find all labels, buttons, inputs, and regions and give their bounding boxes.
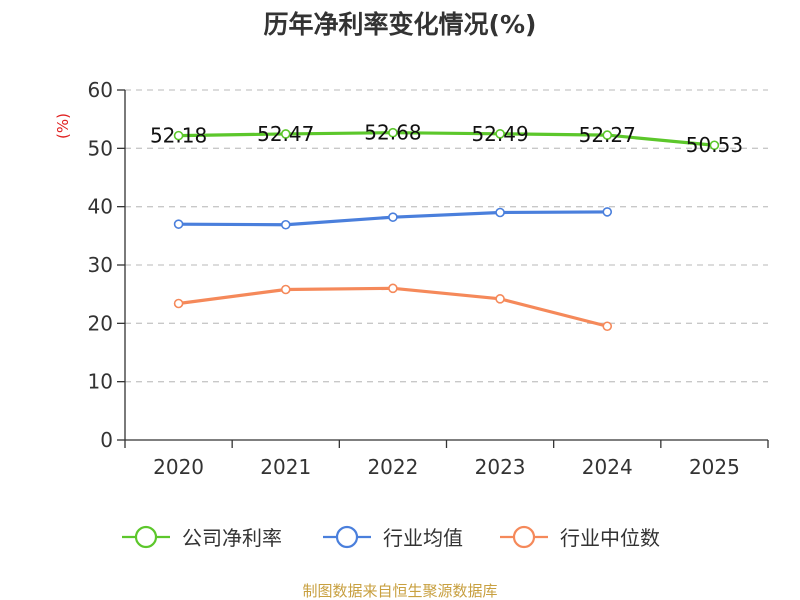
legend-label-1: 行业均值 bbox=[383, 526, 463, 550]
series-line-0 bbox=[176, 131, 717, 147]
series-2-point-2024 bbox=[602, 321, 613, 332]
series-0-point-2024 bbox=[602, 130, 613, 140]
source-note: 制图数据来自恒生聚源数据库 bbox=[302, 582, 497, 600]
legend-marker-0 bbox=[134, 525, 158, 549]
legend-marker-2 bbox=[512, 525, 536, 549]
series-1-point-2023 bbox=[495, 207, 505, 218]
series-1-point-2020 bbox=[173, 219, 184, 229]
chart-title: 历年净利率变化情况(%) bbox=[264, 10, 537, 39]
series-1-point-2021 bbox=[280, 219, 291, 230]
legend: 公司净利率 行业均值 行业中位数 bbox=[122, 525, 660, 550]
grid-layer bbox=[125, 89, 768, 383]
y-tick-label-30: 30 bbox=[88, 253, 113, 277]
y-tick-label-60: 60 bbox=[88, 78, 113, 102]
legend-marker-1 bbox=[335, 525, 359, 549]
series-2-point-2023 bbox=[495, 294, 505, 304]
y-tick-label-0: 0 bbox=[100, 428, 113, 452]
axis-layer: 0 10 20 30 40 50 60 (%) 2020 2021 2022 2023 2024 2025 bbox=[54, 78, 769, 479]
series-layer bbox=[173, 127, 720, 332]
series-line-2 bbox=[176, 286, 609, 328]
series-2-point-2021 bbox=[280, 284, 291, 295]
series-1-point-2022 bbox=[388, 212, 398, 222]
y-tick-label-10: 10 bbox=[88, 370, 113, 394]
x-tick-label-2022: 2022 bbox=[367, 455, 418, 479]
data-label-2023: 52.49 bbox=[471, 122, 528, 146]
y-tick-label-50: 50 bbox=[88, 136, 113, 160]
data-label-2022: 52.68 bbox=[364, 121, 421, 145]
y-tick-label-40: 40 bbox=[88, 195, 113, 219]
series-0-point-2023 bbox=[495, 129, 505, 139]
series-2-point-2020 bbox=[173, 298, 184, 309]
series-0-point-2025 bbox=[709, 140, 720, 151]
x-tick-label-2024: 2024 bbox=[582, 455, 633, 479]
data-label-2024: 52.27 bbox=[579, 123, 636, 147]
x-tick-label-2025: 2025 bbox=[689, 455, 740, 479]
series-1-point-2024 bbox=[602, 207, 613, 217]
data-label-2025: 50.53 bbox=[686, 133, 743, 157]
x-tick-label-2020: 2020 bbox=[153, 455, 204, 479]
label-layer: 52.18 52.47 52.68 52.49 52.27 50.53 bbox=[150, 121, 743, 158]
x-tick-label-2021: 2021 bbox=[260, 455, 311, 479]
series-0-point-2021 bbox=[280, 129, 291, 139]
legend-label-2: 行业中位数 bbox=[560, 526, 660, 550]
data-label-2020: 52.18 bbox=[150, 124, 207, 148]
series-0-point-2022 bbox=[388, 127, 398, 138]
x-tick-label-2023: 2023 bbox=[475, 455, 526, 479]
series-0-point-2020 bbox=[173, 130, 184, 141]
series-2-point-2022 bbox=[388, 283, 398, 294]
data-label-2021: 52.47 bbox=[257, 122, 314, 146]
y-tick-label-20: 20 bbox=[88, 311, 113, 335]
y-axis-unit-label: (%) bbox=[54, 113, 72, 139]
legend-label-0: 公司净利率 bbox=[182, 526, 282, 550]
